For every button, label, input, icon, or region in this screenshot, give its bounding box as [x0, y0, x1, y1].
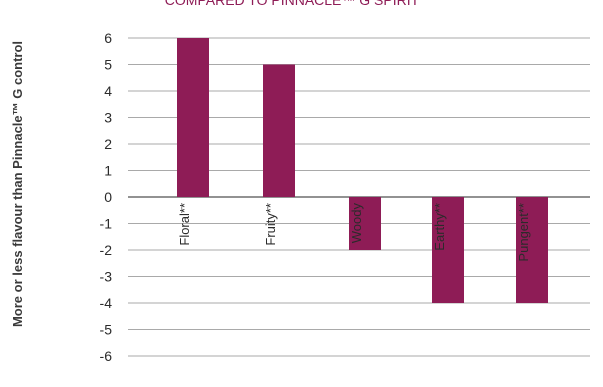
- y-tick-label: 0: [104, 189, 112, 205]
- y-tick-label: 2: [104, 136, 112, 152]
- y-tick-label: -6: [100, 348, 113, 364]
- bar: [432, 197, 464, 303]
- y-axis-ticks: 6 5 4 3 2 1 0 -1 -2 -3 -4 -5 -6: [100, 30, 113, 364]
- y-tick-label: -1: [100, 216, 113, 232]
- y-tick-label: 3: [104, 110, 112, 126]
- y-tick-label: 1: [104, 163, 112, 179]
- category-labels: Floral** Fruity** Woody Earthy** Pungent**: [177, 203, 531, 262]
- y-tick-label: -5: [100, 322, 113, 338]
- y-tick-label: -4: [100, 295, 113, 311]
- category-label: Fruity**: [263, 203, 278, 246]
- chart-title: COMPARED TO PINNACLE™ G SPIRIT: [165, 0, 420, 8]
- y-axis-label: More or less flavour than Pinnacle™ G co…: [10, 41, 25, 327]
- bar: [263, 64, 295, 197]
- category-label: Woody: [349, 203, 364, 244]
- bar: [349, 197, 381, 250]
- bars: [177, 38, 548, 303]
- y-tick-label: -2: [100, 242, 113, 258]
- y-tick-label: 6: [104, 30, 112, 46]
- bar: [177, 38, 209, 197]
- bar: [516, 197, 548, 303]
- y-tick-label: 4: [104, 83, 112, 99]
- category-label: Floral**: [177, 203, 192, 246]
- y-tick-label: -3: [100, 269, 113, 285]
- category-label: Pungent**: [516, 203, 531, 262]
- category-label: Earthy**: [432, 203, 447, 251]
- y-tick-label: 5: [104, 57, 112, 73]
